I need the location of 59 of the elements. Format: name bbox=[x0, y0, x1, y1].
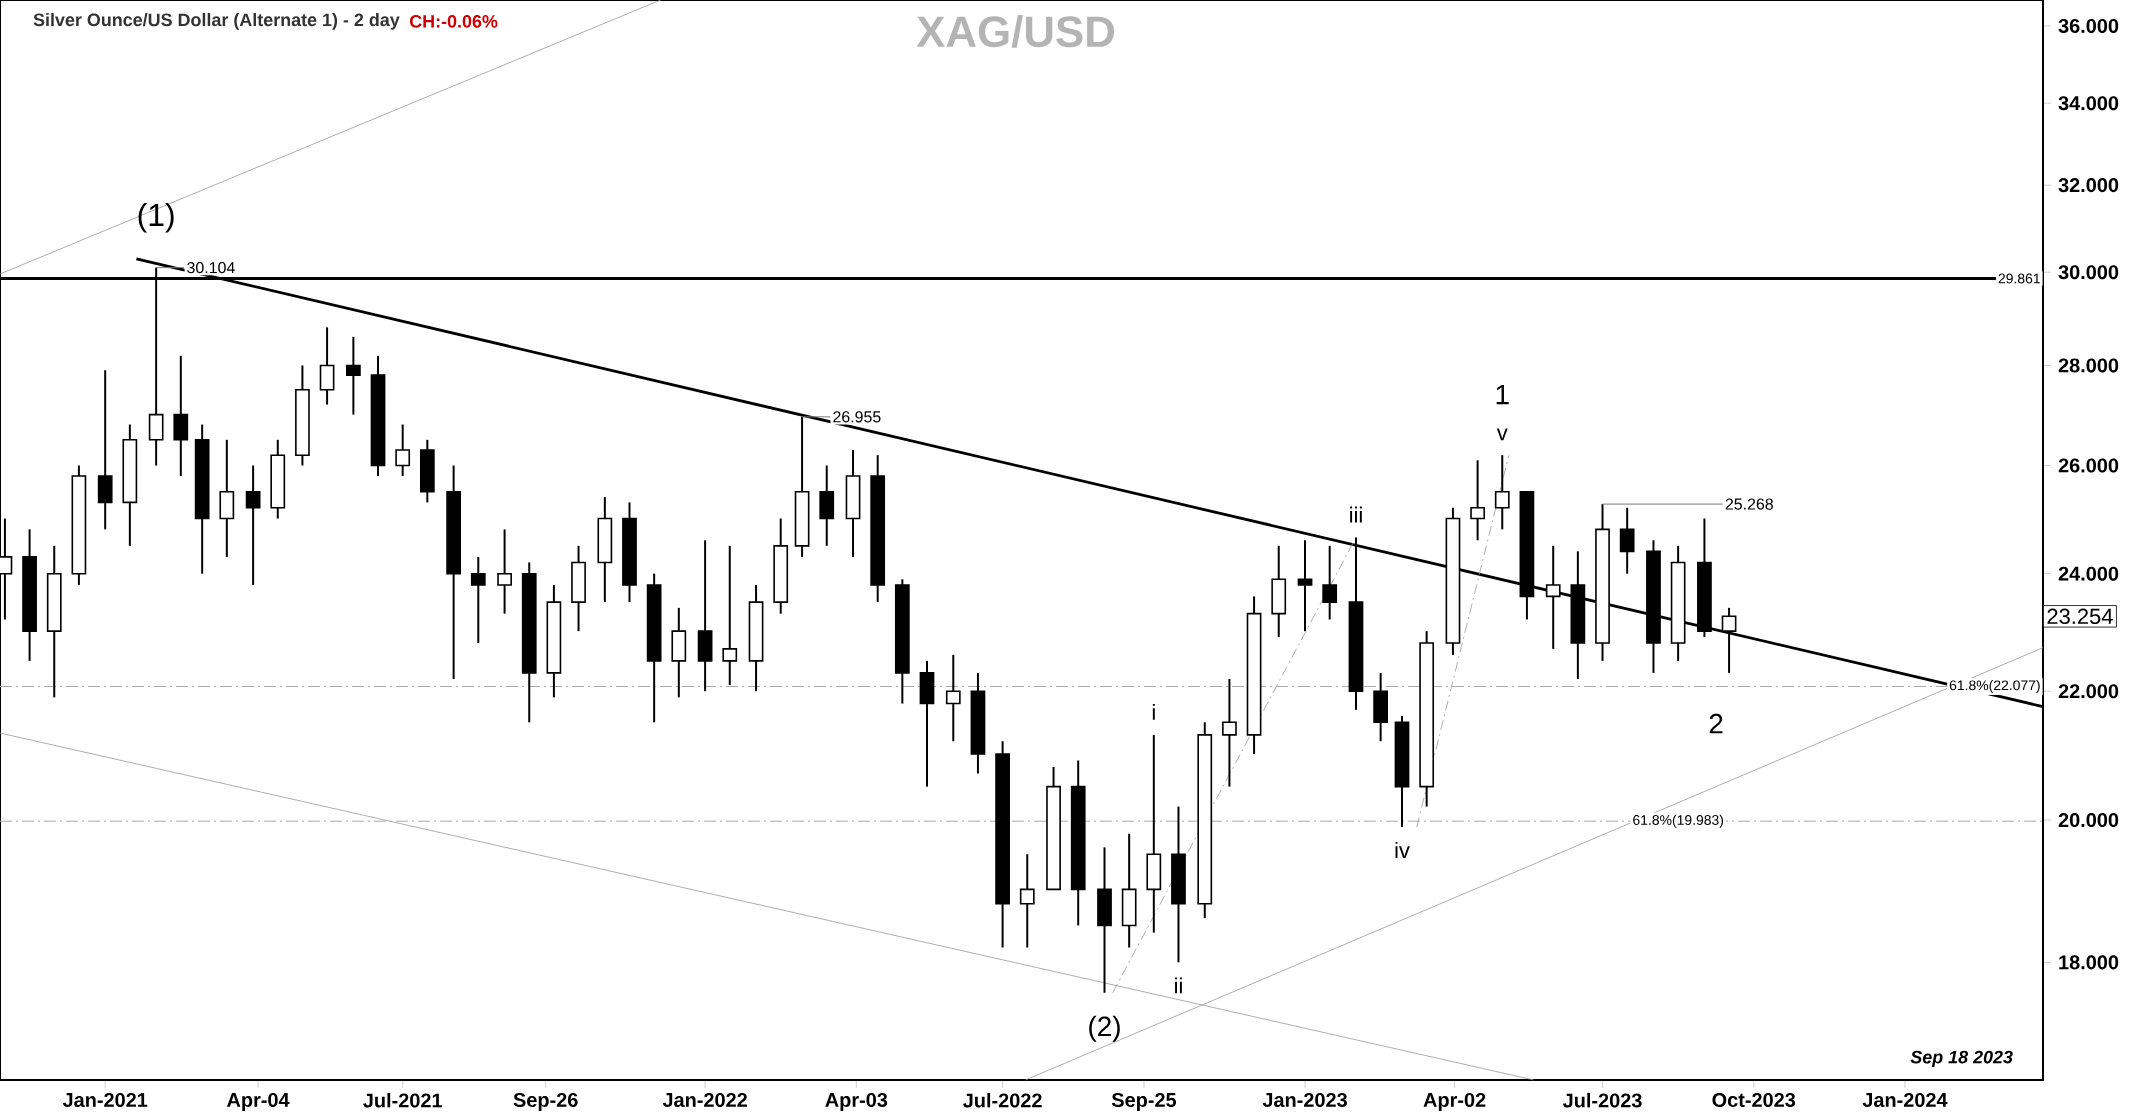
annotation: iii bbox=[1350, 506, 1362, 523]
x-tick-label: Jan-2021 bbox=[62, 1092, 148, 1108]
ref-line-label: 61.8%(19.983) bbox=[1633, 814, 1724, 828]
y-tick-label: 34.000 bbox=[2058, 96, 2119, 111]
candlestick bbox=[1222, 677, 1237, 788]
annotation: v bbox=[1496, 428, 1508, 441]
annotation: (2) bbox=[1089, 1015, 1120, 1042]
candlestick bbox=[1721, 606, 1737, 674]
candlestick bbox=[1494, 454, 1510, 531]
annotation: 26.955 bbox=[833, 411, 881, 423]
x-tick-label: Sep-25 bbox=[1111, 1092, 1177, 1111]
candlestick bbox=[945, 653, 961, 743]
ref-line-label: 61.8%(22.077) bbox=[1949, 680, 2040, 693]
annotation: iv bbox=[1395, 842, 1410, 858]
annotation: 25.268 bbox=[1725, 498, 1773, 510]
candlestick bbox=[346, 335, 361, 416]
x-tick-label: Jan-2023 bbox=[1262, 1092, 1347, 1108]
x-tick-label: Jan-2024 bbox=[1862, 1092, 1948, 1108]
ref-line-label: 29.861 bbox=[1998, 273, 2040, 284]
text: 23.254 bbox=[2047, 608, 2113, 625]
candlestick bbox=[395, 423, 411, 477]
annotation: 1 bbox=[1496, 384, 1509, 405]
y-tick-label: 20.000 bbox=[2058, 813, 2119, 828]
candlestick bbox=[1322, 544, 1338, 621]
candlestick bbox=[1470, 459, 1485, 542]
y-tick-label: 28.000 bbox=[2058, 358, 2119, 373]
chart-title: XAG/USD bbox=[916, 15, 1115, 48]
x-tick-label: Apr-04 bbox=[226, 1092, 290, 1111]
y-tick-label: 24.000 bbox=[2058, 566, 2119, 581]
annotation: ii bbox=[1175, 977, 1182, 994]
annotation: CH:-0.06% bbox=[409, 15, 498, 28]
x-tick-label: Sep-26 bbox=[513, 1092, 578, 1111]
text: Silver Ounce/US Dollar (Alternate 1) - 2 day bbox=[33, 13, 400, 30]
annotation: 30.104 bbox=[187, 261, 235, 274]
x-tick-label: Apr-03 bbox=[825, 1092, 888, 1111]
candlestick bbox=[1545, 544, 1561, 650]
x-tick-label: Jul-2022 bbox=[963, 1092, 1042, 1108]
x-tick-label: Jan-2022 bbox=[662, 1092, 747, 1108]
candlestick bbox=[1297, 539, 1313, 633]
y-tick-label: 22.000 bbox=[2058, 684, 2119, 699]
x-tick-label: Oct-2023 bbox=[1712, 1092, 1796, 1108]
x-tick-label: Jul-2023 bbox=[1562, 1092, 1642, 1108]
y-tick-label: 36.000 bbox=[2058, 18, 2119, 33]
annotation: 2 bbox=[1709, 713, 1723, 734]
annotation: i bbox=[1152, 703, 1155, 720]
y-tick-label: 26.000 bbox=[2058, 458, 2119, 473]
candlestick bbox=[722, 544, 738, 687]
candlestick bbox=[470, 555, 486, 644]
y-tick-label: 32.000 bbox=[2058, 178, 2119, 193]
annotation: (1) bbox=[138, 202, 174, 233]
x-tick-label: Apr-02 bbox=[1423, 1092, 1486, 1111]
y-tick-label: 18.000 bbox=[2059, 955, 2119, 970]
candlestick bbox=[1019, 853, 1035, 949]
y-tick-label: 30.000 bbox=[2058, 265, 2119, 280]
candlestick bbox=[245, 464, 261, 586]
x-tick-label: Jul-2021 bbox=[363, 1092, 442, 1108]
annotation: Sep 18 2023 bbox=[1910, 1050, 2013, 1067]
candlestick bbox=[497, 528, 512, 615]
candlestick bbox=[1619, 506, 1635, 575]
